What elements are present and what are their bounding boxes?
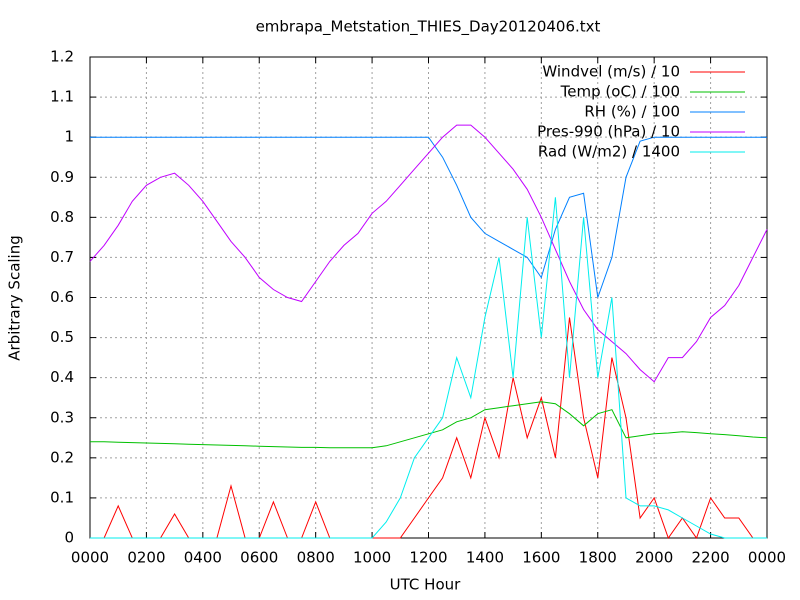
plot-frame (89, 56, 768, 539)
x-tick-label: 1800 (579, 549, 617, 567)
y-tick-label: 1.2 (50, 48, 74, 66)
y-tick-label: 0.9 (50, 168, 74, 186)
y-tick-label: 0.8 (50, 208, 74, 226)
legend-label: RH (%) / 100 (584, 103, 680, 121)
x-tick-label: 2200 (691, 549, 729, 567)
x-tick-label: 0200 (127, 549, 165, 567)
series-line (90, 197, 767, 539)
x-tick-label: 0000 (71, 549, 109, 567)
y-tick-label: 1 (64, 128, 74, 146)
legend-label: Rad (W/m2) / 1400 (538, 143, 680, 161)
x-tick-label: 2000 (635, 549, 673, 567)
y-tick-label: 0.3 (50, 408, 74, 426)
x-axis-label: UTC Hour (390, 576, 461, 594)
y-tick-label: 0.5 (50, 328, 74, 346)
legend-label: Pres-990 (hPa) / 10 (537, 123, 680, 141)
x-tick-label: 1400 (466, 549, 504, 567)
x-tick-label: 0600 (240, 549, 278, 567)
x-tick-label: 0000 (748, 549, 786, 567)
y-tick-label: 0.2 (50, 448, 74, 466)
y-tick-label: 0.6 (50, 288, 74, 306)
series-line (90, 401, 768, 449)
y-tick-label: 0.7 (50, 248, 74, 266)
y-tick-label: 0.1 (50, 488, 74, 506)
y-tick-label: 0.4 (50, 368, 74, 386)
chart-title: embrapa_Metstation_THIES_Day20120406.txt (256, 18, 601, 37)
legend-label: Windvel (m/s) / 10 (542, 63, 680, 81)
x-tick-label: 1200 (409, 549, 447, 567)
x-tick-label: 0800 (297, 549, 335, 567)
x-tick-label: 1000 (353, 549, 391, 567)
y-tick-label: 0 (64, 529, 74, 547)
y-axis-label: Arbitrary Scaling (6, 235, 24, 361)
x-tick-label: 1600 (522, 549, 560, 567)
x-tick-label: 0400 (184, 549, 222, 567)
y-tick-label: 1.1 (50, 88, 74, 106)
legend-label: Temp (oC) / 100 (560, 83, 680, 101)
series-line (89, 124, 768, 383)
series-line (90, 136, 767, 298)
